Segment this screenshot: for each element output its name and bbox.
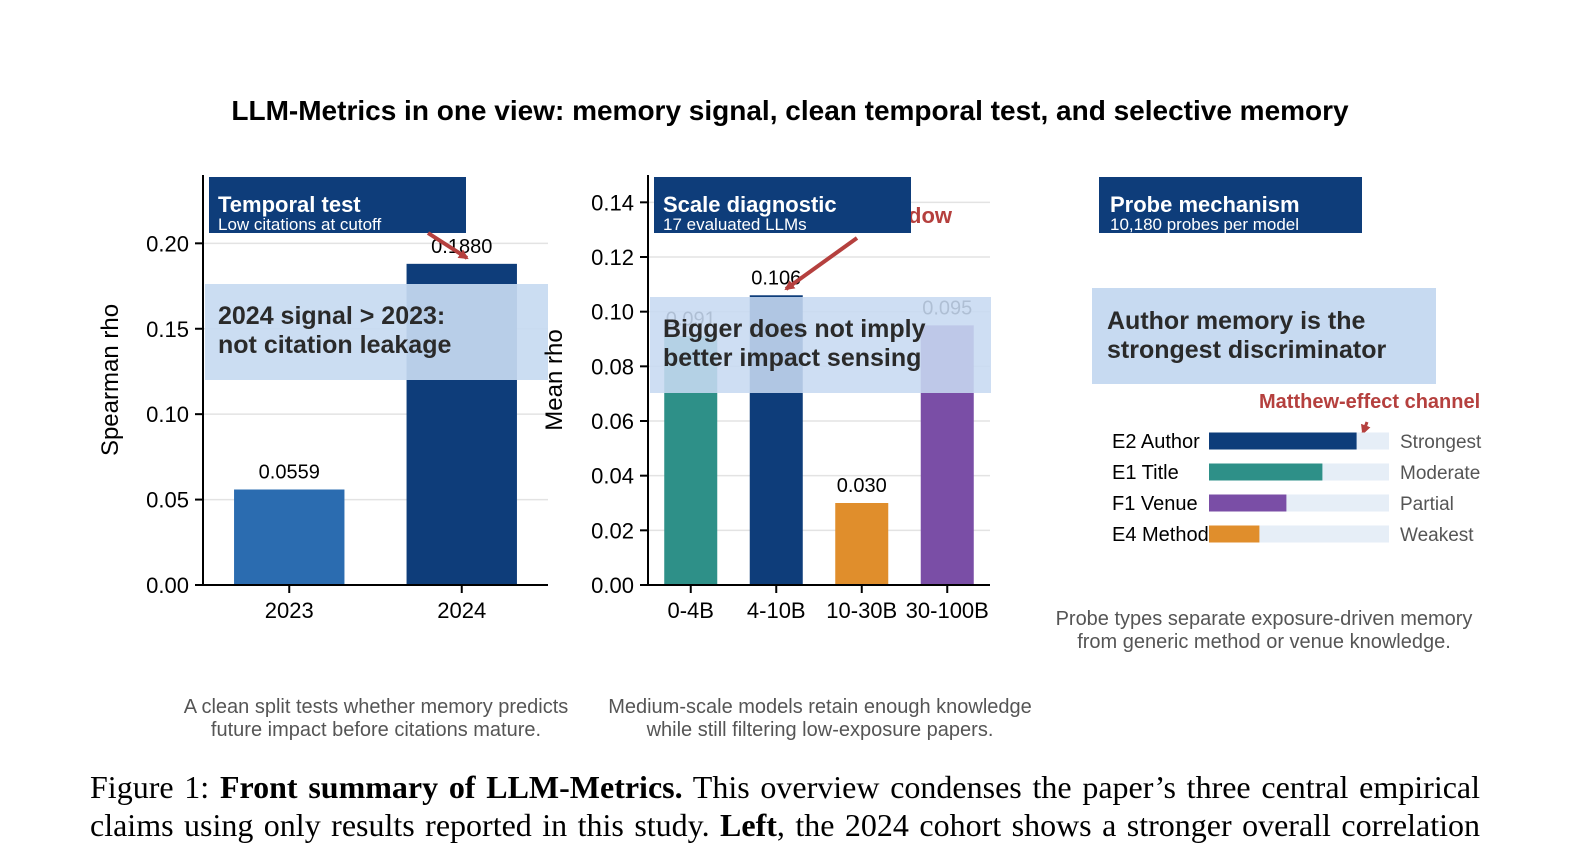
left-footer-line2: future impact before citations mature. <box>211 719 541 741</box>
probe-mechanism-panel: Probe mechanism 10,180 probes per model … <box>1056 177 1482 653</box>
data-label-2023: 0.0559 <box>259 462 320 484</box>
middle-banner-title: Scale diagnostic <box>663 192 837 217</box>
probe-bar-2 <box>1209 494 1287 512</box>
caption-line1: Figure 1: Front summary of LLM-Metrics. … <box>90 768 1480 806</box>
y-tick-label: 0.20 <box>146 231 189 256</box>
left-banner-title: Temporal test <box>218 192 361 217</box>
right-highlight-line1: Author memory is the <box>1107 307 1365 335</box>
x-tick-label-10-30B: 10-30B <box>826 598 897 623</box>
summary-figure: LLM-Metrics in one view: memory signal, … <box>97 95 1482 741</box>
caption-bold-title: Front summary of LLM-Metrics. <box>219 769 683 805</box>
probe-strength-rows: E2 Author Strongest E1 Title Moderate F1 Ven… <box>1112 431 1482 546</box>
left-arrow <box>426 231 469 260</box>
middle-footer-line1: Medium-scale models retain enough knowle… <box>608 696 1032 718</box>
caption-line1-rest: This overview condenses the paper’s thre… <box>682 769 1480 805</box>
middle-highlight-line2: better impact sensing <box>663 344 921 372</box>
right-banner-subtitle: 10,180 probes per model <box>1110 215 1299 234</box>
left-highlight-line2: not citation leakage <box>218 331 451 359</box>
middle-y-ticks: 0.00 0.02 0.04 0.06 0.08 0.10 0.12 0.14 <box>591 190 648 598</box>
x-tick-label-2024: 2024 <box>437 598 486 623</box>
x-tick-label-2023: 2023 <box>265 598 314 623</box>
y-tick-label: 0.15 <box>146 317 189 342</box>
x-tick-label-0-4B: 0-4B <box>668 598 714 623</box>
left-y-axis-label: Spearman rho <box>97 304 124 456</box>
left-data-labels: 0.0559 0.1880 <box>259 236 493 484</box>
left-footer-line1: A clean split tests whether memory predi… <box>184 696 569 718</box>
probe-bar-1 <box>1209 463 1323 481</box>
caption-prefix: Figure 1: <box>90 769 220 805</box>
y-tick-label: 0.12 <box>591 245 634 270</box>
probe-bar-0 <box>1209 432 1357 450</box>
probe-strength-0: Strongest <box>1400 432 1482 453</box>
probe-strength-2: Partial <box>1400 494 1454 515</box>
data-label-4-10B: 0.106 <box>751 267 801 289</box>
y-tick-label: 0.14 <box>591 190 634 215</box>
y-tick-label: 0.10 <box>146 402 189 427</box>
middle-footer-line2: while still filtering low-exposure paper… <box>646 719 994 741</box>
y-tick-label: 0.10 <box>591 300 634 325</box>
y-tick-label: 0.05 <box>146 488 189 513</box>
x-tick-label-4-10B: 4-10B <box>747 598 806 623</box>
figure-title: LLM-Metrics in one view: memory signal, … <box>231 95 1349 126</box>
middle-y-axis-label: Mean rho <box>541 329 568 430</box>
y-tick-label: 0.08 <box>591 354 634 379</box>
probe-strength-3: Weakest <box>1400 525 1474 546</box>
left-x-ticks: 2023 2024 <box>265 585 486 623</box>
left-highlight-line1: 2024 signal > 2023: <box>218 302 445 330</box>
right-banner <box>1099 177 1362 233</box>
caption-line2-start: claims using only results reported in th… <box>90 807 721 843</box>
left-highlight-box <box>205 284 548 380</box>
middle-x-ticks: 0-4B 4-10B 10-30B 30-100B <box>668 585 989 623</box>
right-highlight-box <box>1092 288 1436 384</box>
probe-bar-3 <box>1209 525 1260 543</box>
left-y-ticks: 0.00 0.05 0.10 0.15 0.20 <box>146 231 203 598</box>
probe-label-1: E1 Title <box>1112 462 1179 484</box>
right-highlight-line2: strongest discriminator <box>1107 336 1386 364</box>
right-banner-title: Probe mechanism <box>1110 192 1300 217</box>
right-arrow <box>1361 421 1371 435</box>
figure-caption: Figure 1: Front summary of LLM-Metrics. … <box>90 768 1480 844</box>
middle-banner <box>654 177 911 233</box>
caption-line2-bold: Left <box>720 807 777 843</box>
middle-highlight-box <box>650 297 991 393</box>
probe-strength-1: Moderate <box>1400 463 1480 484</box>
caption-line2: claims using only results reported in th… <box>90 806 1480 844</box>
data-label-10-30B: 0.030 <box>837 475 887 497</box>
y-tick-label: 0.00 <box>146 573 189 598</box>
data-label-2024: 0.1880 <box>431 236 492 258</box>
y-tick-label: 0.04 <box>591 464 634 489</box>
x-tick-label-30-100B: 30-100B <box>906 598 989 623</box>
right-annotation: Matthew-effect channel <box>1259 391 1480 413</box>
bar-10-30B <box>835 503 889 585</box>
y-tick-label: 0.02 <box>591 518 634 543</box>
probe-label-3: E4 Method <box>1112 524 1209 546</box>
middle-arrow <box>784 236 859 291</box>
middle-highlight-line1: Bigger does not imply <box>663 315 926 343</box>
probe-label-2: F1 Venue <box>1112 493 1198 515</box>
right-footer-line1: Probe types separate exposure-driven mem… <box>1056 608 1473 630</box>
caption-line2-rest: , the 2024 cohort shows a stronger overa… <box>776 807 1480 843</box>
left-banner <box>209 177 466 233</box>
bar-2023 <box>234 489 345 585</box>
middle-banner-subtitle: 17 evaluated LLMs <box>663 215 807 234</box>
y-tick-label: 0.00 <box>591 573 634 598</box>
middle-annotation-partial: dow <box>908 203 953 228</box>
y-tick-label: 0.06 <box>591 409 634 434</box>
right-footer-line2: from generic method or venue knowledge. <box>1077 631 1451 653</box>
probe-label-0: E2 Author <box>1112 431 1200 453</box>
left-banner-subtitle: Low citations at cutoff <box>218 215 381 234</box>
